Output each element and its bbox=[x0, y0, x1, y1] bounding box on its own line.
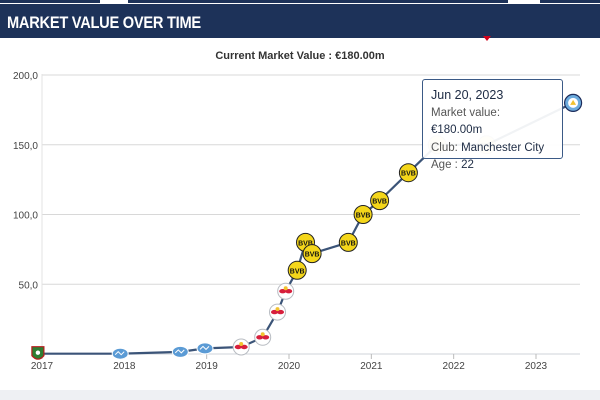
man-city-crest-ship bbox=[570, 99, 577, 105]
molde-crest-icon[interactable] bbox=[111, 347, 129, 360]
tooltip-club: Manchester City bbox=[461, 141, 545, 154]
molde-crest-wave bbox=[199, 345, 210, 351]
chart-tooltip: Jun 20, 2023 Market value: €180.00m Club… bbox=[422, 79, 563, 171]
man-city-crest-icon[interactable] bbox=[563, 93, 583, 113]
bvb-crest-text: BVB bbox=[305, 252, 320, 259]
molde-crest-icon[interactable] bbox=[196, 342, 214, 355]
x-tick-label: 2021 bbox=[360, 361, 383, 372]
current-market-value: Current Market Value : €180.00m bbox=[215, 50, 385, 62]
y-tick-label: 200,0 bbox=[13, 71, 38, 82]
bvb-crest-ring bbox=[370, 191, 390, 211]
salzburg-bull-right bbox=[285, 289, 293, 294]
bvb-crest-text: BVB bbox=[401, 171, 416, 178]
bvb-crest-ring bbox=[287, 260, 307, 280]
tooltip-market-value: €180.00m bbox=[431, 124, 483, 136]
bvb-crest-text: BVB bbox=[290, 268, 305, 275]
salzburg-bull-right bbox=[262, 335, 270, 340]
bryne-crest-icon[interactable] bbox=[31, 346, 45, 360]
bvb-crest-text: BVB bbox=[372, 199, 387, 206]
salzburg-sun bbox=[260, 332, 265, 337]
x-tick-label: 2023 bbox=[525, 361, 548, 372]
salzburg-crest-icon[interactable] bbox=[232, 338, 250, 356]
x-tick-label: 2020 bbox=[278, 361, 301, 372]
molde-crest-icon[interactable] bbox=[171, 345, 189, 358]
x-tick-label: 2018 bbox=[113, 361, 136, 372]
tooltip-club-label: Club: bbox=[431, 141, 458, 154]
tooltip-age: 22 bbox=[461, 159, 474, 171]
salzburg-crest-icon[interactable] bbox=[269, 303, 286, 321]
salzburg-crest-icon[interactable] bbox=[277, 282, 295, 300]
tooltip-age-label: Age : bbox=[431, 159, 458, 171]
bvb-crest-icon[interactable]: BVB bbox=[370, 191, 390, 211]
red-marker-icon bbox=[483, 36, 491, 41]
salzburg-bull-left bbox=[271, 309, 278, 315]
top-strip-segment bbox=[128, 0, 508, 3]
tooltip-age-row: Age : 22 bbox=[431, 157, 554, 175]
bvb-crest-icon[interactable]: BVB bbox=[398, 163, 418, 183]
tooltip-market-value-label: Market value: bbox=[431, 106, 501, 119]
bvb-crest-icon[interactable]: BVB bbox=[302, 244, 322, 264]
salzburg-bull-left bbox=[234, 344, 242, 350]
salzburg-bull-left bbox=[279, 289, 287, 294]
bryne-crest-ball bbox=[35, 350, 41, 355]
bottom-strip bbox=[0, 390, 600, 400]
tooltip-club-row: Club: Manchester City bbox=[431, 140, 554, 158]
bvb-crest-ring bbox=[338, 232, 358, 252]
top-strip bbox=[0, 0, 600, 4]
salzburg-bull-right bbox=[240, 344, 248, 350]
bvb-crest-icon[interactable]: BVB bbox=[287, 260, 307, 280]
y-tick-label: 150,0 bbox=[13, 141, 38, 152]
top-strip-segment bbox=[0, 0, 100, 3]
top-strip-segment bbox=[540, 0, 600, 3]
market-value-card bbox=[0, 4, 600, 390]
molde-crest-wave bbox=[114, 350, 125, 356]
bvb-crest-ring bbox=[353, 205, 373, 224]
bvb-crest-ring bbox=[302, 244, 322, 264]
salzburg-bull-right bbox=[277, 309, 284, 315]
bvb-crest-text: BVB bbox=[356, 213, 371, 220]
bvb-crest-ring bbox=[398, 163, 418, 183]
bvb-crest-icon[interactable]: BVB bbox=[338, 232, 358, 252]
widget-title: MARKET VALUE OVER TIME bbox=[7, 13, 201, 32]
x-tick-label: 2017 bbox=[31, 361, 54, 372]
y-tick-label: 100,0 bbox=[13, 211, 38, 222]
salzburg-sun bbox=[275, 307, 280, 312]
bvb-crest-text: BVB bbox=[341, 240, 356, 247]
salzburg-sun bbox=[239, 342, 244, 346]
salzburg-sun bbox=[283, 286, 288, 291]
y-tick-label: 50,0 bbox=[19, 280, 39, 291]
bvb-crest-text: BVB bbox=[298, 240, 313, 247]
bvb-crest-icon[interactable]: BVB bbox=[353, 205, 373, 224]
salzburg-crest-icon[interactable] bbox=[254, 328, 272, 346]
molde-crest-wave bbox=[174, 349, 185, 354]
x-tick-label: 2019 bbox=[196, 361, 219, 372]
salzburg-bull-left bbox=[256, 335, 264, 340]
widget-header: MARKET VALUE OVER TIME bbox=[0, 4, 600, 38]
tooltip-date: Jun 20, 2023 bbox=[431, 88, 504, 102]
tooltip-market-value-row: Market value: €180.00m bbox=[431, 105, 554, 140]
x-tick-label: 2022 bbox=[443, 361, 466, 372]
